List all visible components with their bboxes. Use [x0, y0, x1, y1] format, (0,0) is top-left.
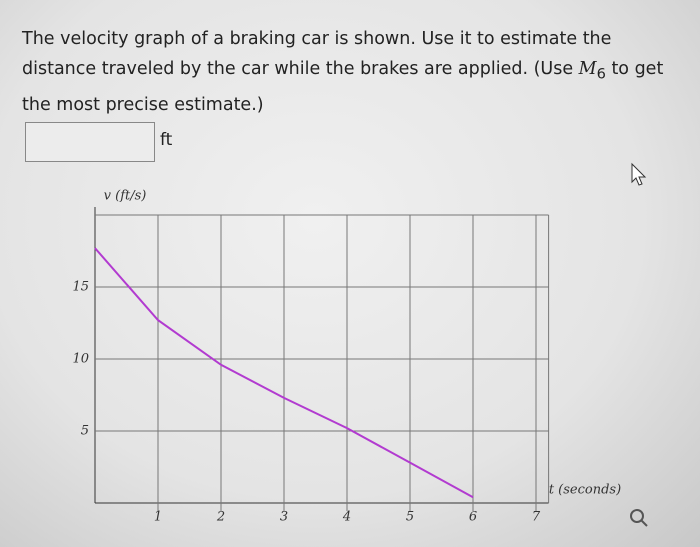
x-tick-label: 5 — [406, 510, 414, 525]
symbol: M — [578, 59, 597, 79]
x-tick-label: 3 — [280, 510, 288, 525]
x-tick-label: 4 — [342, 510, 351, 525]
x-tick-label: 2 — [216, 510, 225, 525]
search-icon[interactable] — [630, 509, 644, 523]
y-tick-label: 15 — [72, 280, 89, 295]
y-tick-label: 10 — [72, 352, 89, 367]
x-tick-label: 1 — [154, 510, 162, 525]
answer-input[interactable] — [25, 122, 155, 162]
question-text: to get the most precise estimate.) — [22, 59, 664, 115]
cursor-icon — [631, 162, 647, 186]
data-line — [94, 247, 474, 499]
subscript: 6 — [596, 65, 606, 83]
answer-unit: ft — [160, 130, 173, 150]
question-text: The velocity graph of a braking car is s… — [22, 29, 612, 79]
y-axis-label: v (ft/s) — [104, 189, 147, 204]
search-icon-handle — [640, 519, 648, 527]
question: The velocity graph of a braking car is s… — [22, 24, 682, 120]
x-axis-label: t (seconds) — [549, 483, 621, 498]
x-tick-label: 6 — [469, 510, 477, 525]
x-tick-label: 7 — [532, 510, 541, 525]
y-tick-label: 5 — [81, 424, 89, 439]
